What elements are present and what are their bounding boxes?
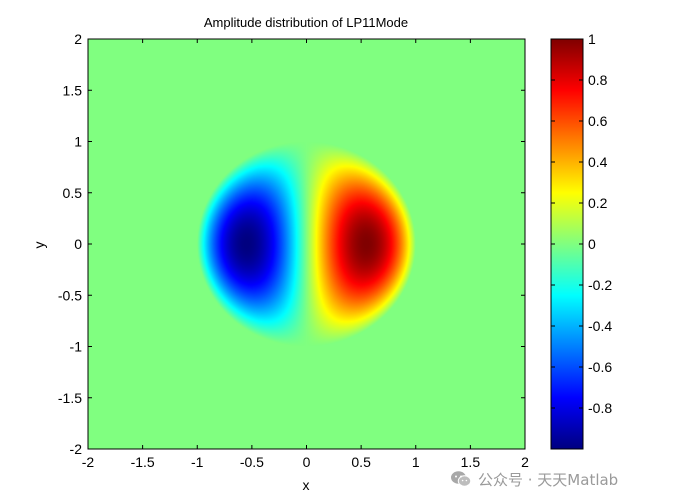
y-tick-label: 2 [74, 31, 82, 47]
colorbar-tick-label: -0.8 [588, 400, 612, 416]
x-tick-label: -1 [191, 454, 204, 470]
colorbar-ticks: 1 0.8 0.6 0.4 0.2 0 -0.2 -0.4 -0.6 -0.8 [551, 31, 612, 416]
colorbar-tick-label: 0.6 [588, 113, 608, 129]
colorbar-tick-label: 0.2 [588, 195, 608, 211]
colorbar-tick-label: 0 [588, 236, 596, 252]
watermark-text: 公众号 · 天天Matlab [478, 470, 619, 489]
x-tick-label: 0 [303, 454, 311, 470]
y-tick-label: -1.5 [58, 390, 82, 406]
y-tick-label: 0 [74, 236, 82, 252]
y-tick-label: -2 [70, 441, 83, 457]
colorbar-tick-label: 0.8 [588, 72, 608, 88]
x-tick-label: -0.5 [240, 454, 264, 470]
x-tick-label: 1 [412, 454, 420, 470]
watermark: 公众号 · 天天Matlab [450, 467, 618, 491]
x-tick-label: -1.5 [131, 454, 155, 470]
y-tick-label: 1 [74, 134, 82, 150]
y-tick-label: 0.5 [63, 185, 83, 201]
colorbar-tick-label: 1 [588, 31, 596, 47]
colorbar-tick-label: 0.4 [588, 154, 608, 170]
heatmap [87, 38, 526, 450]
y-tick-label: 1.5 [63, 82, 83, 98]
x-tick-label: -2 [82, 454, 95, 470]
colorbar-gradient [550, 38, 584, 450]
x-tick-label: 0.5 [351, 454, 371, 470]
colorbar-tick-label: -0.2 [588, 277, 612, 293]
heatmap-field [88, 39, 525, 449]
colorbar-tick-label: -0.4 [588, 318, 612, 334]
chart-title: Amplitude distribution of LP11Mode [204, 15, 408, 30]
x-axis: -2 -1.5 -1 -0.5 0 0.5 1 1.5 2 [82, 39, 529, 470]
x-tick-label: 2 [521, 454, 529, 470]
wechat-icon [451, 471, 472, 487]
colorbar: 1 0.8 0.6 0.4 0.2 0 -0.2 -0.4 -0.6 -0.8 [550, 31, 612, 450]
y-tick-label: -1 [70, 339, 83, 355]
y-axis: 2 1.5 1 0.5 0 -0.5 -1 -1.5 -2 [58, 31, 525, 457]
x-tick-label: 1.5 [461, 454, 481, 470]
colorbar-tick-label: -0.6 [588, 359, 612, 375]
x-axis-label: x [303, 477, 310, 493]
y-tick-label: -0.5 [58, 287, 82, 303]
y-axis-label: y [31, 242, 47, 249]
